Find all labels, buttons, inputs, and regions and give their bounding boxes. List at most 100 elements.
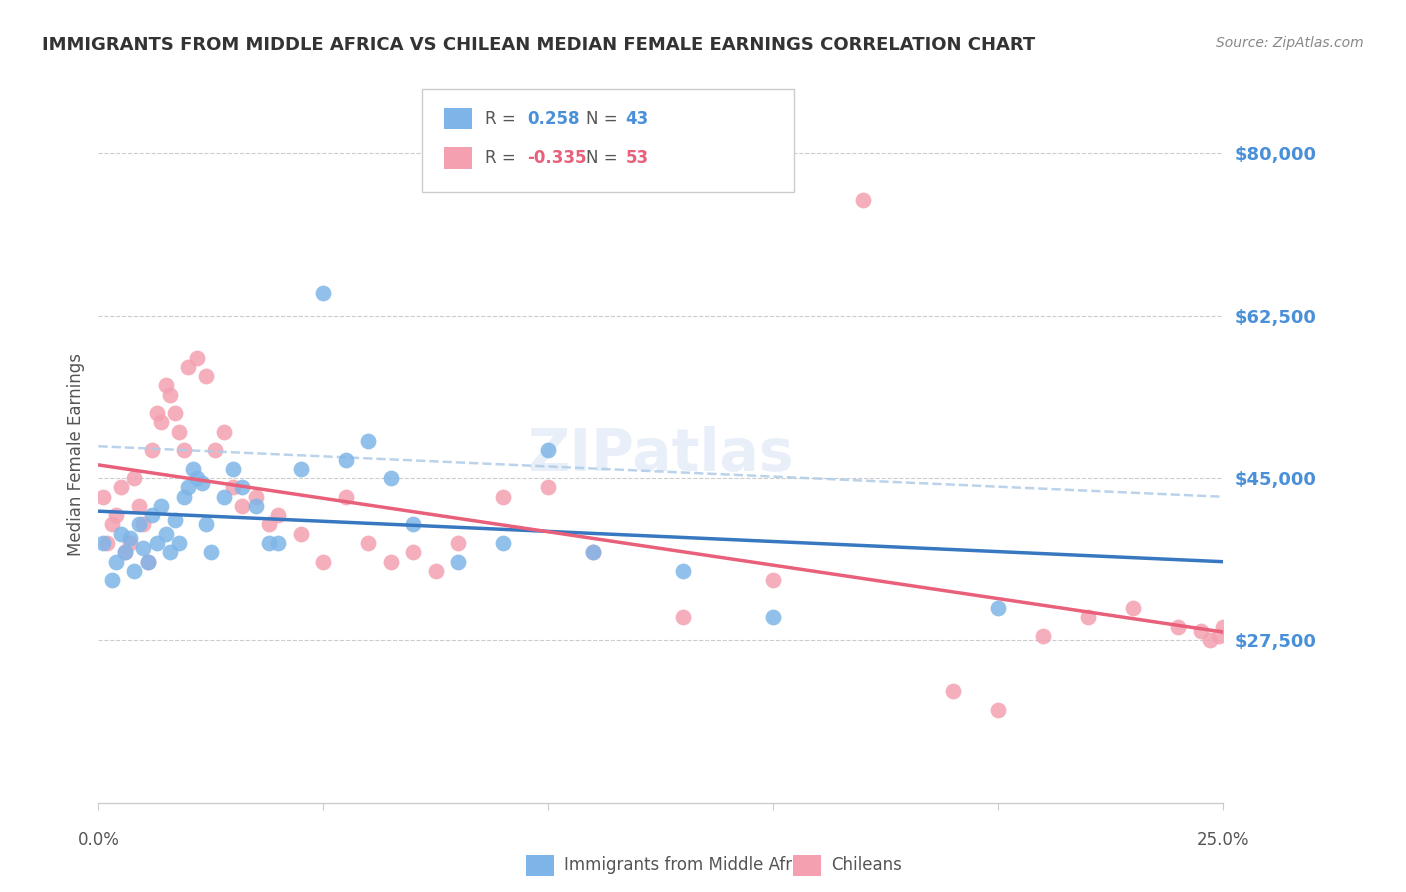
Point — [231, 499, 253, 513]
Point — [447, 536, 470, 550]
Point — [231, 480, 253, 494]
Point — [169, 425, 191, 439]
Point — [186, 471, 208, 485]
Point — [195, 517, 218, 532]
Text: N =: N = — [586, 149, 623, 167]
Point — [852, 193, 875, 207]
Point — [146, 406, 169, 420]
Point — [582, 545, 605, 559]
Point — [114, 545, 136, 559]
Point — [402, 517, 425, 532]
Point — [132, 541, 155, 555]
Point — [335, 490, 357, 504]
Point — [1208, 629, 1230, 643]
Point — [1198, 633, 1220, 648]
Point — [1122, 601, 1144, 615]
Text: Chileans: Chileans — [831, 856, 901, 874]
Point — [762, 610, 785, 624]
Point — [447, 555, 470, 569]
Point — [1077, 610, 1099, 624]
Point — [159, 545, 181, 559]
Point — [118, 532, 141, 546]
Text: 43: 43 — [626, 110, 650, 128]
Point — [492, 536, 515, 550]
Point — [101, 573, 124, 587]
Point — [195, 369, 218, 384]
Point — [177, 480, 200, 494]
Point — [118, 536, 141, 550]
Point — [537, 443, 560, 458]
Point — [312, 555, 335, 569]
Point — [181, 462, 204, 476]
Point — [136, 555, 159, 569]
Text: R =: R = — [485, 110, 522, 128]
Point — [1032, 629, 1054, 643]
Point — [357, 536, 380, 550]
Point — [1212, 619, 1234, 633]
Point — [492, 490, 515, 504]
Point — [214, 425, 236, 439]
Point — [124, 471, 146, 485]
Point — [425, 564, 447, 578]
Point — [177, 359, 200, 374]
Point — [114, 545, 136, 559]
Point — [132, 517, 155, 532]
Text: 0.0%: 0.0% — [77, 830, 120, 848]
Point — [357, 434, 380, 448]
Point — [222, 462, 245, 476]
Point — [136, 555, 159, 569]
Point — [672, 610, 695, 624]
Point — [173, 490, 195, 504]
Text: ZIPatlas: ZIPatlas — [527, 426, 794, 483]
Text: 0.258: 0.258 — [527, 110, 579, 128]
Text: -0.335: -0.335 — [527, 149, 586, 167]
Text: Source: ZipAtlas.com: Source: ZipAtlas.com — [1216, 36, 1364, 50]
Point — [150, 499, 173, 513]
Text: Immigrants from Middle Africa: Immigrants from Middle Africa — [564, 856, 815, 874]
Text: R =: R = — [485, 149, 522, 167]
Point — [245, 490, 267, 504]
Point — [155, 378, 177, 392]
Point — [141, 443, 163, 458]
Point — [267, 536, 290, 550]
Point — [105, 508, 128, 523]
Text: 53: 53 — [626, 149, 648, 167]
Point — [96, 536, 118, 550]
Point — [155, 526, 177, 541]
Point — [290, 526, 312, 541]
Point — [101, 517, 124, 532]
Point — [163, 513, 186, 527]
Point — [105, 555, 128, 569]
Point — [582, 545, 605, 559]
Point — [110, 480, 132, 494]
Point — [163, 406, 186, 420]
Point — [1167, 619, 1189, 633]
Point — [110, 526, 132, 541]
Point — [259, 517, 281, 532]
Point — [159, 387, 181, 401]
Point — [290, 462, 312, 476]
Point — [141, 508, 163, 523]
Point — [380, 555, 402, 569]
Point — [222, 480, 245, 494]
Point — [987, 703, 1010, 717]
Point — [128, 499, 150, 513]
Point — [150, 416, 173, 430]
Point — [402, 545, 425, 559]
Point — [537, 480, 560, 494]
Point — [335, 452, 357, 467]
Point — [762, 573, 785, 587]
Point — [146, 536, 169, 550]
Point — [173, 443, 195, 458]
Point — [169, 536, 191, 550]
Point — [214, 490, 236, 504]
Y-axis label: Median Female Earnings: Median Female Earnings — [66, 353, 84, 557]
Point — [91, 490, 114, 504]
Point — [1189, 624, 1212, 639]
Text: 25.0%: 25.0% — [1197, 830, 1250, 848]
Point — [124, 564, 146, 578]
Text: IMMIGRANTS FROM MIDDLE AFRICA VS CHILEAN MEDIAN FEMALE EARNINGS CORRELATION CHAR: IMMIGRANTS FROM MIDDLE AFRICA VS CHILEAN… — [42, 36, 1035, 54]
Point — [942, 684, 965, 698]
Point — [987, 601, 1010, 615]
Point — [200, 545, 222, 559]
